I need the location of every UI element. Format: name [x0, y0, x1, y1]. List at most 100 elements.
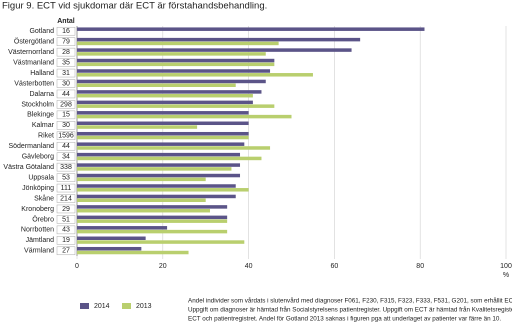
category-label: Blekinge [27, 112, 54, 119]
count-label: 19 [62, 237, 70, 244]
bar [77, 177, 206, 182]
bar [77, 73, 313, 77]
bar [77, 146, 271, 150]
bar [77, 100, 253, 105]
count-label: 27 [62, 248, 70, 255]
bar [77, 194, 236, 199]
bar [77, 208, 210, 213]
count-label: 43 [62, 227, 70, 234]
bar [77, 156, 262, 161]
count-box [56, 110, 76, 120]
bar [77, 93, 253, 98]
category-label: Östergötland [14, 38, 54, 46]
category-label: Gävleborg [22, 154, 54, 161]
count-box [56, 26, 76, 36]
bar [77, 41, 279, 46]
count-box [56, 204, 76, 214]
category-label: Norrbotten [21, 227, 54, 234]
category-label: Örebro [32, 215, 54, 223]
count-box [56, 68, 76, 78]
bar [77, 79, 266, 84]
category-label: Halland [30, 70, 54, 77]
count-box [56, 152, 76, 161]
bar [77, 240, 245, 244]
count-box [56, 141, 76, 151]
bar [77, 250, 189, 255]
legend-swatch [122, 303, 131, 309]
count-label: 31 [62, 70, 70, 77]
count-box [56, 121, 76, 130]
count-label: 51 [62, 216, 70, 223]
count-box [56, 131, 76, 141]
bar [77, 58, 275, 63]
bar [77, 188, 249, 192]
count-box [56, 236, 76, 245]
bar [77, 167, 232, 171]
count-label: 214 [60, 195, 72, 202]
count-box [56, 215, 76, 224]
count-box [56, 246, 76, 256]
x-tick-label: 40 [245, 263, 253, 270]
bar [77, 229, 228, 234]
category-label: Kronoberg [21, 206, 54, 213]
bar [77, 173, 241, 178]
bar [77, 246, 142, 251]
bar [77, 184, 236, 188]
bar [77, 52, 266, 56]
category-label: Västmanland [13, 59, 54, 66]
bar [77, 205, 228, 209]
bar [77, 62, 275, 67]
bar [77, 125, 198, 129]
category-label: Västernorrland [8, 49, 54, 56]
bar [77, 198, 206, 202]
category-label: Riket [38, 133, 54, 140]
note: Andel individer som vårdats i slutenvård… [188, 297, 512, 305]
legend-label: 2014 [94, 303, 110, 310]
bar [77, 219, 228, 223]
x-tick-label: 60 [331, 263, 339, 270]
legend-label: 2013 [136, 303, 152, 310]
bar [77, 69, 271, 73]
count-label: 79 [62, 39, 70, 46]
count-box [56, 37, 76, 46]
x-tick-label: 100 [500, 263, 512, 270]
count-label: 44 [62, 143, 70, 150]
bar [77, 104, 275, 108]
bar [77, 163, 241, 167]
category-label: Jönköping [22, 185, 54, 192]
legend-swatch [80, 303, 89, 309]
count-label: 16 [62, 28, 70, 35]
count-box [56, 47, 76, 57]
count-label: 30 [62, 122, 70, 129]
count-label: 29 [62, 206, 70, 213]
count-label: 30 [62, 80, 70, 87]
count-label: 34 [62, 154, 70, 161]
bar [77, 37, 361, 42]
bar [77, 48, 352, 52]
x-tick-label: 0 [75, 263, 79, 270]
x-unit: % [503, 272, 509, 279]
count-box [56, 89, 76, 99]
category-label: Uppsala [28, 174, 54, 181]
category-label: Stockholm [21, 101, 54, 108]
category-label: Kalmar [32, 122, 55, 129]
bar [77, 226, 168, 230]
category-label: Dalarna [29, 91, 54, 98]
count-box [56, 173, 76, 182]
bar [77, 236, 146, 241]
category-label: Skåne [34, 194, 54, 202]
count-header: Antal [57, 18, 75, 25]
count-label: 111 [61, 185, 72, 192]
note: Uppgift om diagnoser är hämtad från Soci… [188, 306, 512, 314]
count-label: 35 [62, 59, 70, 66]
bar [77, 114, 292, 119]
count-label: 1596 [58, 133, 74, 140]
count-box [56, 79, 76, 88]
count-box [56, 162, 76, 172]
bar [77, 131, 249, 136]
chart-title: Figur 9. ECT vid sjukdomar där ECT är fö… [2, 1, 267, 12]
bar [77, 83, 236, 87]
count-box [56, 100, 76, 109]
